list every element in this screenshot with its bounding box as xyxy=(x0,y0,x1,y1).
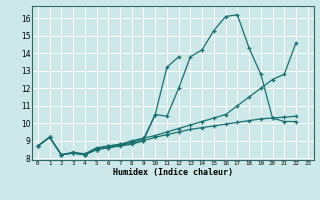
X-axis label: Humidex (Indice chaleur): Humidex (Indice chaleur) xyxy=(113,168,233,177)
